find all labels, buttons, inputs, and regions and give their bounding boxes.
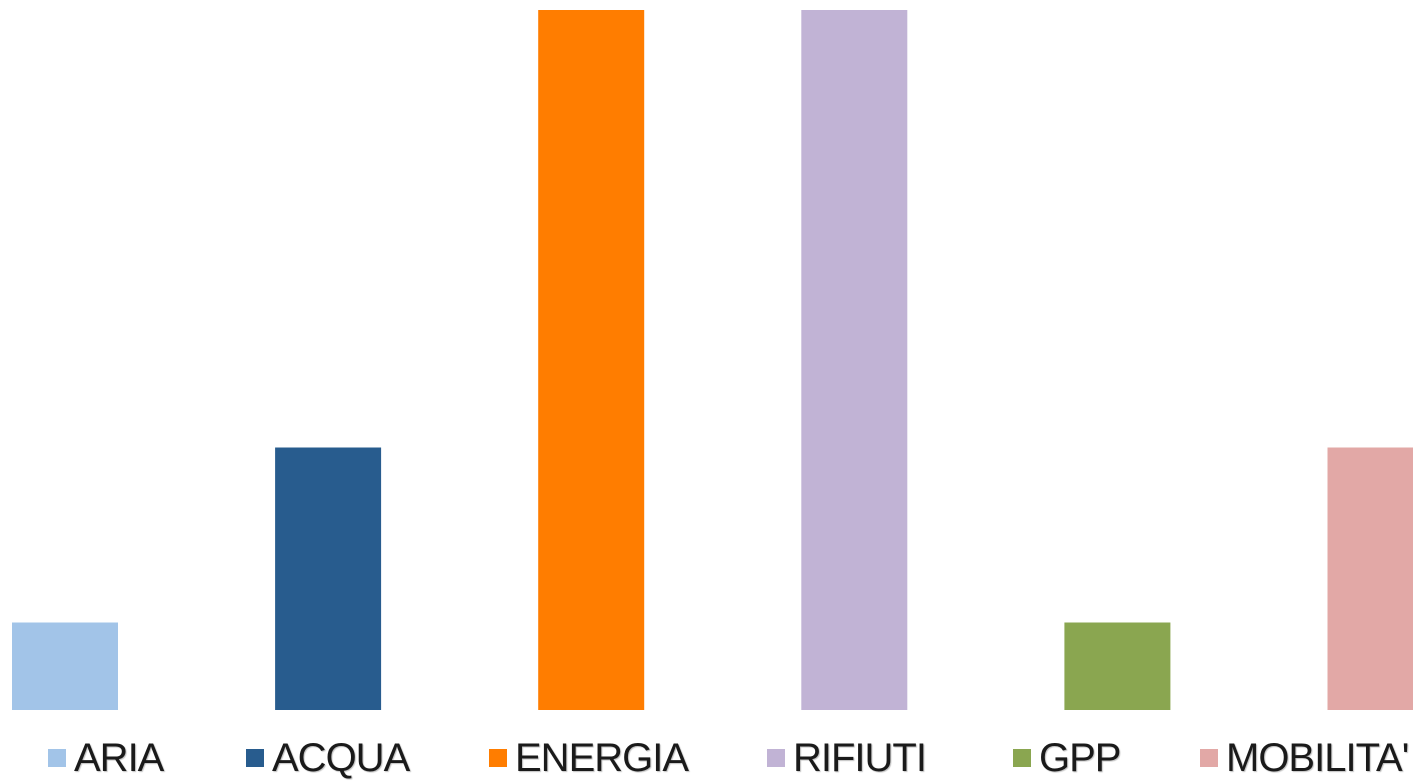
legend-item-acqua: ACQUA bbox=[246, 733, 410, 782]
bar-gpp bbox=[1064, 622, 1171, 710]
legend-swatch-acqua bbox=[246, 748, 264, 767]
legend-label-acqua: ACQUA bbox=[272, 735, 410, 780]
legend-swatch-mobilita bbox=[1200, 748, 1218, 767]
bar-rifiuti bbox=[801, 10, 908, 710]
legend-item-rifiuti: RIFIUTI bbox=[767, 733, 927, 782]
legend-swatch-rifiuti bbox=[767, 748, 785, 767]
chart-legend: ARIA ACQUA ENERGIA RIFIUTI GPP MOBILITA' bbox=[0, 733, 1413, 782]
legend-item-aria: ARIA bbox=[48, 733, 164, 782]
legend-item-energia: ENERGIA bbox=[489, 733, 689, 782]
legend-item-mobilita: MOBILITA' bbox=[1200, 733, 1409, 782]
legend-label-mobilita: MOBILITA' bbox=[1226, 735, 1409, 780]
legend-label-rifiuti: RIFIUTI bbox=[793, 735, 927, 780]
legend-label-gpp: GPP bbox=[1039, 735, 1121, 780]
legend-label-energia: ENERGIA bbox=[515, 735, 689, 780]
bar-acqua bbox=[275, 447, 382, 710]
legend-swatch-gpp bbox=[1013, 748, 1031, 767]
chart-plot-area bbox=[12, 10, 1413, 710]
bar-aria bbox=[12, 622, 118, 710]
legend-item-gpp: GPP bbox=[1013, 733, 1121, 782]
bars-group bbox=[12, 10, 1413, 710]
legend-swatch-energia bbox=[489, 748, 507, 767]
legend-label-aria: ARIA bbox=[74, 735, 164, 780]
legend-swatch-aria bbox=[48, 748, 66, 767]
bar-mobilita bbox=[1327, 447, 1413, 710]
bar-energia bbox=[538, 10, 645, 710]
